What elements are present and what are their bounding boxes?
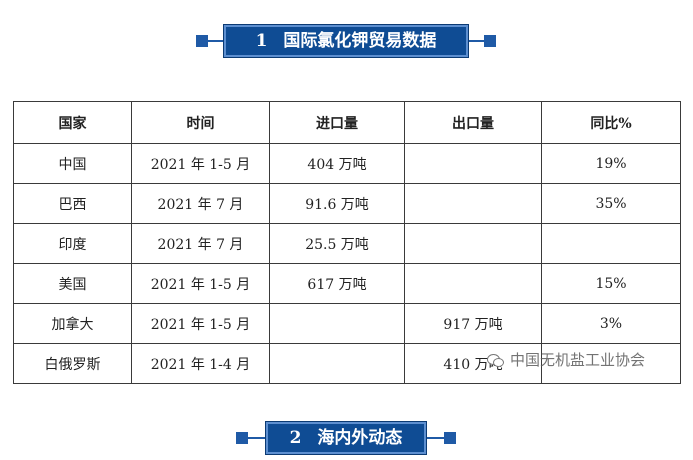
cell-time: 2021 年 1-5 月 <box>131 143 270 184</box>
cell-yoy: 19% <box>541 143 681 184</box>
cell-export <box>404 183 542 224</box>
cell-export <box>404 263 542 304</box>
header-export: 出口量 <box>404 101 542 144</box>
table-row: 白俄罗斯 2021 年 1-4 月 410 万吨 <box>13 343 681 384</box>
table-row: 中国 2021 年 1-5 月 404 万吨 19% <box>13 143 681 184</box>
cell-yoy: 3% <box>541 303 681 344</box>
cell-import: 25.5 万吨 <box>269 223 405 264</box>
table-row: 印度 2021 年 7 月 25.5 万吨 <box>13 223 681 264</box>
right-square-decor <box>444 432 456 444</box>
section-1-title: 国际氯化钾贸易数据 <box>283 31 437 51</box>
cell-time: 2021 年 1-5 月 <box>131 303 270 344</box>
cell-yoy <box>541 223 681 264</box>
cell-export <box>404 223 542 264</box>
cell-country: 美国 <box>13 263 132 304</box>
watermark-text: 中国无机盐工业协会 <box>510 351 646 369</box>
cell-country: 印度 <box>13 223 132 264</box>
watermark: 中国无机盐工业协会 <box>487 349 645 370</box>
section-1-header: 1 国际氯化钾贸易数据 <box>196 24 496 58</box>
cell-country: 巴西 <box>13 183 132 224</box>
table-row: 巴西 2021 年 7 月 91.6 万吨 35% <box>13 183 681 224</box>
wechat-icon <box>487 353 504 367</box>
table-header-row: 国家 时间 进口量 出口量 同比% <box>13 101 681 144</box>
cell-import: 404 万吨 <box>269 143 405 184</box>
cell-country: 加拿大 <box>13 303 132 344</box>
table-row: 美国 2021 年 1-5 月 617 万吨 15% <box>13 263 681 304</box>
header-country: 国家 <box>13 101 132 144</box>
cell-time: 2021 年 7 月 <box>131 183 270 224</box>
cell-yoy <box>541 343 681 384</box>
cell-import <box>269 303 405 344</box>
section-1-title-box: 1 国际氯化钾贸易数据 <box>223 24 469 58</box>
cell-export <box>404 143 542 184</box>
section-1-number: 1 <box>255 31 268 51</box>
cell-time: 2021 年 1-4 月 <box>131 343 270 384</box>
cell-import: 91.6 万吨 <box>269 183 405 224</box>
cell-yoy: 35% <box>541 183 681 224</box>
section-2-header: 2 海内外动态 <box>236 421 456 455</box>
header-yoy: 同比% <box>541 101 681 144</box>
cell-import: 617 万吨 <box>269 263 405 304</box>
section-2-number: 2 <box>289 428 302 448</box>
table-row: 加拿大 2021 年 1-5 月 917 万吨 3% <box>13 303 681 344</box>
cell-time: 2021 年 7 月 <box>131 223 270 264</box>
section-2-title: 海内外动态 <box>317 428 403 448</box>
left-square-decor <box>236 432 248 444</box>
cell-import <box>269 343 405 384</box>
cell-yoy: 15% <box>541 263 681 304</box>
right-square-decor <box>484 35 496 47</box>
left-square-decor <box>196 35 208 47</box>
cell-country: 白俄罗斯 <box>13 343 132 384</box>
cell-time: 2021 年 1-5 月 <box>131 263 270 304</box>
section-2-title-box: 2 海内外动态 <box>265 421 427 455</box>
header-time: 时间 <box>131 101 270 144</box>
potassium-chloride-trade-table: 国家 时间 进口量 出口量 同比% 中国 2021 年 1-5 月 404 万吨… <box>13 101 681 384</box>
cell-country: 中国 <box>13 143 132 184</box>
cell-export: 917 万吨 <box>404 303 542 344</box>
header-import: 进口量 <box>269 101 405 144</box>
